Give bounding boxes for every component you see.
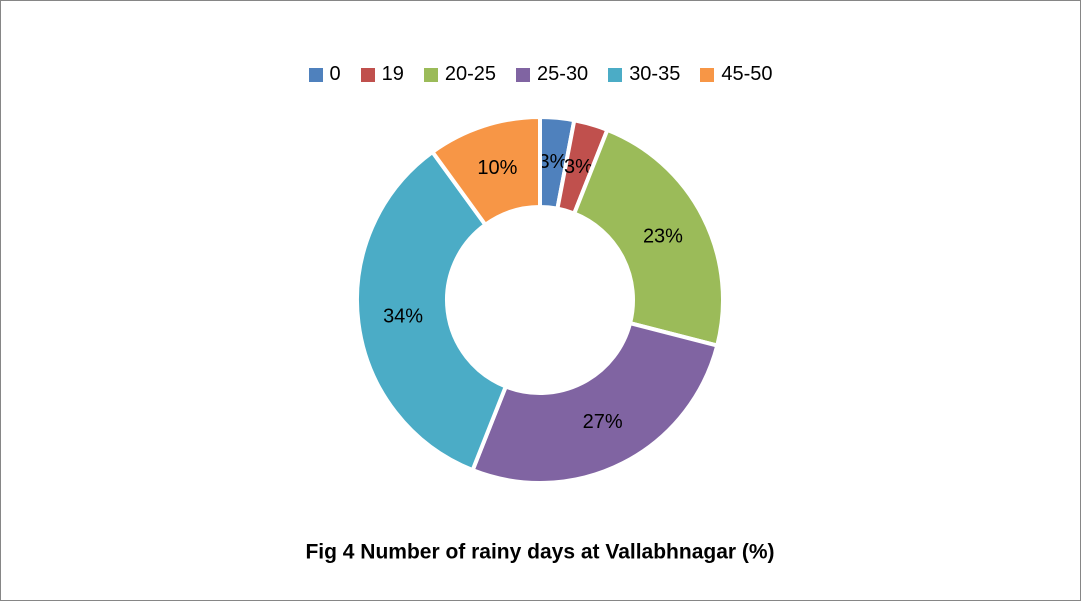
legend-item: 0 <box>308 63 341 86</box>
data-label: 34% <box>383 306 423 328</box>
data-label: 3% <box>564 156 593 178</box>
legend-swatch <box>700 67 715 82</box>
legend-item: 20-25 <box>423 63 497 86</box>
chart-title: Fig 4 Number of rainy days at Vallabhnag… <box>305 541 774 564</box>
legend-swatch <box>608 67 623 82</box>
legend-label: 30-35 <box>629 63 681 85</box>
legend-item: 19 <box>360 63 404 86</box>
data-label: 27% <box>583 411 623 433</box>
legend-label: 20-25 <box>444 63 497 85</box>
legend-label: 45-50 <box>721 63 773 85</box>
data-label: 3% <box>539 151 568 173</box>
legend-swatch <box>423 67 438 82</box>
donut-slice <box>571 127 725 348</box>
donut-slice <box>355 149 509 473</box>
legend-swatch <box>516 67 531 82</box>
legend: 0 19 20-25 25-30 30-35 45-50 <box>1 63 1080 86</box>
legend-item: 25-30 <box>516 63 588 86</box>
legend-swatch <box>308 67 323 82</box>
donut-slice <box>470 320 720 485</box>
legend-label: 19 <box>381 63 404 85</box>
data-label: 10% <box>477 157 517 179</box>
legend-item: 30-35 <box>608 63 680 86</box>
legend-label: 0 <box>329 63 341 85</box>
legend-item: 45-50 <box>700 63 773 86</box>
legend-swatch <box>360 67 375 82</box>
legend-label: 25-30 <box>537 63 589 85</box>
data-label: 23% <box>643 226 683 248</box>
donut-slice <box>429 114 542 228</box>
